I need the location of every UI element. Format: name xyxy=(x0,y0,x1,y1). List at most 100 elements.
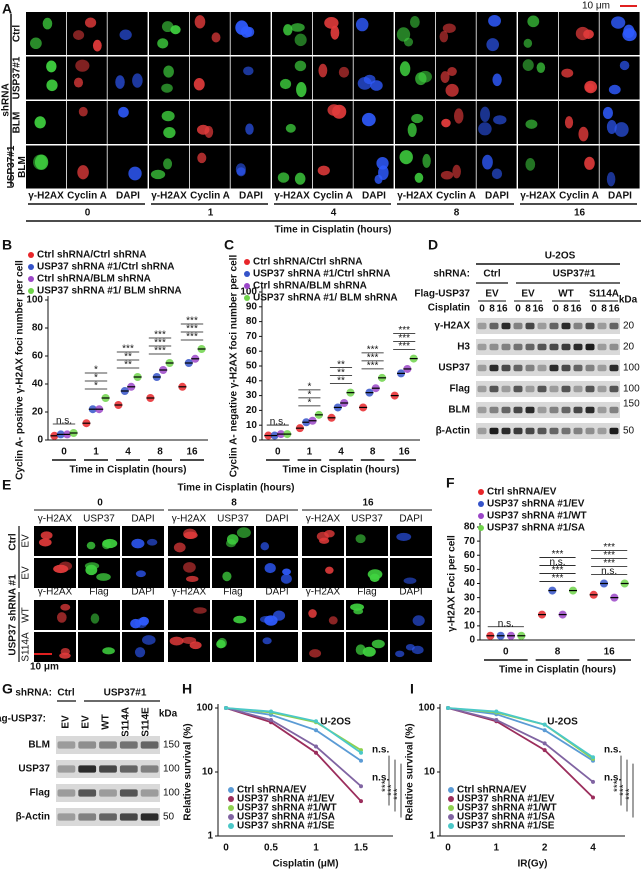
nucleus xyxy=(622,28,637,42)
nucleus xyxy=(46,60,57,73)
nucleus xyxy=(478,122,492,136)
panel-label: G xyxy=(2,681,13,697)
blot-band xyxy=(597,364,607,372)
nucleus xyxy=(193,607,207,614)
nucleus xyxy=(183,562,196,573)
panel-title: Time in Cisplatin (hours) xyxy=(177,483,294,494)
micrograph xyxy=(395,145,435,189)
nucleus xyxy=(399,150,413,165)
significance: n.s. xyxy=(270,417,286,428)
x-tick-label: 4 xyxy=(125,447,131,458)
nucleus xyxy=(163,65,174,78)
nucleus xyxy=(243,66,254,76)
micrograph xyxy=(122,632,164,662)
x-tick-label: 16 xyxy=(604,647,616,658)
channel-label: Cyclin A xyxy=(67,191,107,202)
significance: *** xyxy=(603,550,615,561)
channel-label: γ-H2AX xyxy=(172,514,207,525)
nucleus xyxy=(317,165,330,176)
blot-band xyxy=(513,385,523,393)
micrograph xyxy=(312,145,353,189)
significance: *** xyxy=(552,573,564,584)
nucleus xyxy=(197,152,207,164)
dose: 0 xyxy=(553,304,559,315)
time-label: 4 xyxy=(331,208,337,219)
blot-band xyxy=(513,343,523,351)
significance: *** xyxy=(398,341,410,352)
nucleus xyxy=(60,603,71,611)
blot-band xyxy=(501,322,511,330)
y-tick-label: 100 xyxy=(196,703,213,714)
significance: n.s. xyxy=(604,745,621,756)
row-label: EV xyxy=(21,534,32,548)
time-label: 0 xyxy=(85,208,91,219)
legend-label: Ctrl shRNA/Ctrl shRNA xyxy=(37,250,146,261)
nucleus xyxy=(440,170,454,180)
x-tick-label: 8 xyxy=(370,447,376,458)
x-tick-label: 4 xyxy=(590,843,596,854)
point xyxy=(224,706,228,710)
micrograph xyxy=(272,56,312,100)
x-tick-label: 0 xyxy=(503,647,509,658)
blot-band xyxy=(513,427,523,435)
blot-band xyxy=(537,343,547,351)
label: Flag-USP37 xyxy=(414,289,470,300)
time-label: 0 xyxy=(97,498,103,509)
y-tick-label: 40 xyxy=(32,379,44,390)
dose: 0 xyxy=(515,304,521,315)
legend-label: USP37 shRNA #1/EV xyxy=(237,794,335,805)
nucleus xyxy=(527,15,540,28)
y-tick-label: 50 xyxy=(464,564,476,575)
channel-label: DAPI xyxy=(485,191,509,202)
significance: *** xyxy=(367,360,379,371)
nucleus xyxy=(441,118,451,128)
y-tick-label: 50 xyxy=(246,361,258,372)
line-series xyxy=(225,707,362,762)
nucleus xyxy=(606,172,616,187)
legend-label: USP37 shRNA #1/SA xyxy=(487,523,585,534)
blot-band xyxy=(78,789,97,797)
nucleus xyxy=(396,532,412,541)
legend-label: USP37 shRNA #1/ BLM shRNA xyxy=(37,286,182,297)
nucleus xyxy=(371,639,385,649)
dose: 16 xyxy=(570,304,582,315)
micrograph xyxy=(149,12,189,55)
nucleus xyxy=(131,538,145,549)
dose: 8 xyxy=(601,304,607,315)
x-axis-title: Time in Cisplatin (hours) xyxy=(282,465,399,476)
blot-band xyxy=(525,427,535,435)
nucleus xyxy=(328,616,338,625)
nucleus xyxy=(169,636,184,646)
marker: 50 xyxy=(623,426,635,437)
nucleus xyxy=(399,61,411,77)
significance: ** xyxy=(124,360,132,371)
x-axis-title: Time in Cisplatin (hours) xyxy=(274,225,391,236)
channel-label: Cyclin A xyxy=(313,191,353,202)
blot-band xyxy=(537,364,547,372)
panel-label: H xyxy=(182,681,192,697)
legend-marker xyxy=(228,805,234,811)
y-tick-label: 10 xyxy=(246,420,258,431)
nucleus xyxy=(409,15,420,28)
blot-strip xyxy=(56,784,160,802)
row-label: BLM xyxy=(28,740,50,751)
nucleus xyxy=(480,106,490,123)
micrograph xyxy=(312,56,353,100)
blot-band xyxy=(537,406,547,414)
blot-band xyxy=(489,322,499,330)
significance: *** xyxy=(387,784,398,796)
group: Ctrl xyxy=(483,269,500,280)
blot-strip xyxy=(476,423,620,439)
nucleus xyxy=(163,158,173,170)
significance: *** xyxy=(393,788,404,800)
nucleus xyxy=(619,60,630,71)
blot-band xyxy=(573,385,583,393)
nucleus xyxy=(46,79,58,92)
lane-group: S114A xyxy=(589,289,619,300)
blot-band xyxy=(597,343,607,351)
y-axis-title: Relative survival (%) xyxy=(183,723,194,820)
legend-marker xyxy=(478,513,484,519)
significance: *** xyxy=(613,780,624,792)
nucleus xyxy=(418,70,432,83)
x-tick-label: 1.5 xyxy=(354,843,368,854)
